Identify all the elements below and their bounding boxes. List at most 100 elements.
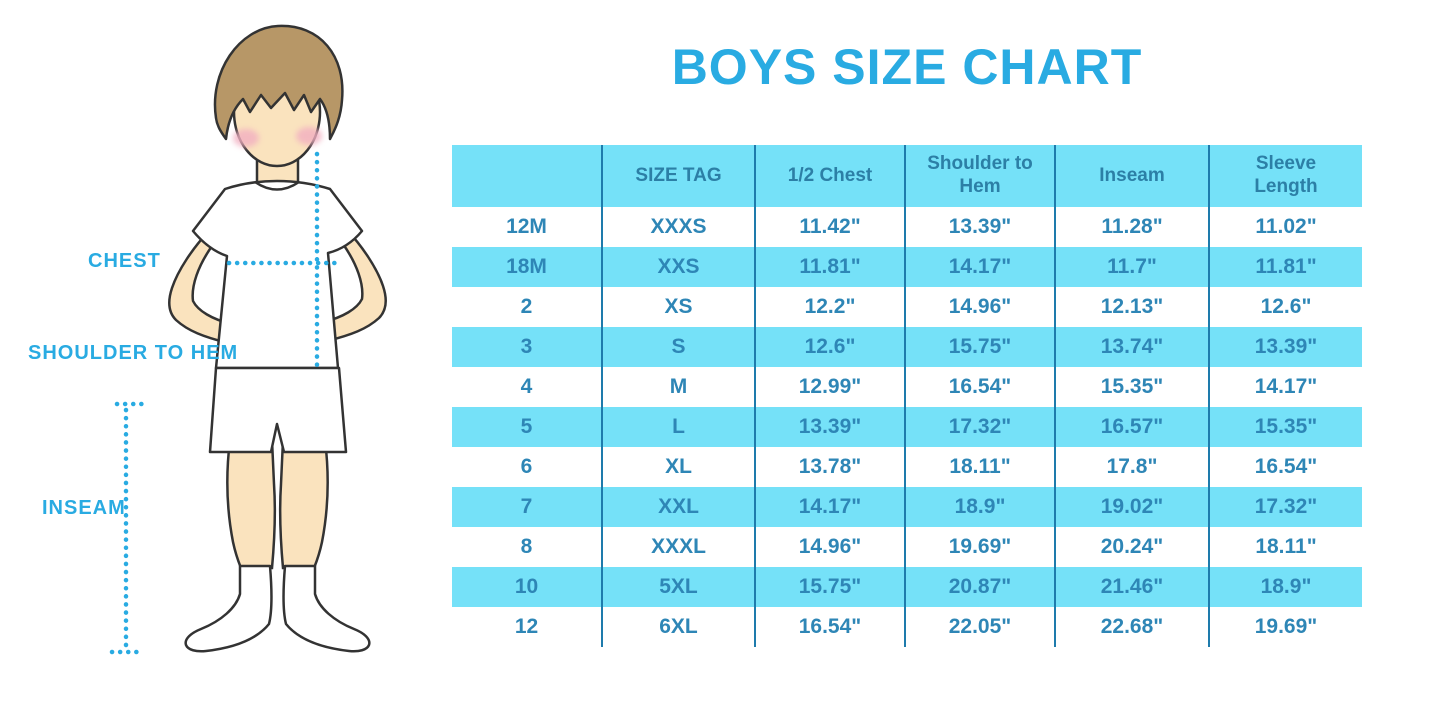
column-header bbox=[452, 145, 603, 207]
size-cell: 3 bbox=[452, 327, 603, 367]
value-cell: 18.9" bbox=[1260, 575, 1312, 598]
size-cell: 12 bbox=[452, 607, 603, 647]
boy-right-sock bbox=[282, 564, 371, 653]
value-cell: 15.35" bbox=[1254, 415, 1318, 438]
value-cell: 16.54" bbox=[755, 607, 906, 647]
boy-left-leg bbox=[226, 438, 277, 570]
value-cell: 16.54" bbox=[1254, 455, 1318, 478]
value-cell: 18.11" bbox=[905, 447, 1056, 487]
chest-label: CHEST bbox=[88, 250, 161, 272]
size-cell: 7 bbox=[452, 487, 603, 527]
value-cell: 11.42" bbox=[755, 207, 906, 247]
shoulder-to-hem-label: SHOULDER TO HEM bbox=[28, 342, 239, 364]
value-cell: 11.28" bbox=[1055, 207, 1210, 247]
value-cell: 17.32" bbox=[1254, 495, 1318, 518]
value-cell: 13.39" bbox=[1254, 335, 1318, 358]
value-cell: 12.6" bbox=[1260, 295, 1312, 318]
boy-left-arm bbox=[168, 230, 233, 345]
table-row: 7 XXL 14.17" 18.9" 19.02" 17.32" bbox=[452, 487, 1362, 527]
value-cell: 12.2" bbox=[755, 287, 906, 327]
size-table-header: SIZE TAG 1/2 Chest Shoulder to Hem Inseam Sl… bbox=[452, 145, 1362, 207]
boy-hair bbox=[213, 24, 344, 141]
value-cell: XXL bbox=[602, 487, 756, 527]
value-cell: 5XL bbox=[602, 567, 756, 607]
column-header: 1/2 Chest bbox=[755, 145, 906, 207]
value-cell: XL bbox=[602, 447, 756, 487]
value-cell: 11.7" bbox=[1055, 247, 1210, 287]
size-cell: 12M bbox=[452, 207, 603, 247]
value-cell: 20.24" bbox=[1055, 527, 1210, 567]
value-cell: 12.13" bbox=[1055, 287, 1210, 327]
size-cell: 10 bbox=[452, 567, 603, 607]
header-row: SIZE TAG 1/2 Chest Shoulder to Hem Inseam Sl… bbox=[452, 145, 1362, 207]
boy-left-sock bbox=[184, 564, 273, 653]
value-cell: 12.6" bbox=[755, 327, 906, 367]
value-cell: 13.39" bbox=[905, 207, 1056, 247]
value-cell: 19.02" bbox=[1055, 487, 1210, 527]
value-cell: 20.87" bbox=[905, 567, 1056, 607]
value-cell: 15.75" bbox=[905, 327, 1056, 367]
value-cell: S bbox=[602, 327, 756, 367]
boy-shorts bbox=[208, 366, 348, 454]
value-cell: 13.74" bbox=[1055, 327, 1210, 367]
value-cell: XS bbox=[602, 287, 756, 327]
table-row: 12M XXXS 11.42" 13.39" 11.28" 11.02" bbox=[452, 207, 1362, 247]
size-table: SIZE TAG 1/2 Chest Shoulder to Hem Inseam Sl… bbox=[452, 145, 1362, 647]
value-cell: 14.96" bbox=[905, 287, 1056, 327]
value-cell: 11.81" bbox=[1255, 255, 1317, 278]
value-cell: XXS bbox=[602, 247, 756, 287]
size-cell: 5 bbox=[452, 407, 603, 447]
value-cell: 11.02" bbox=[1255, 215, 1317, 238]
table-row: 5 L 13.39" 17.32" 16.57" 15.35" bbox=[452, 407, 1362, 447]
value-cell: XXXL bbox=[602, 527, 756, 567]
size-cell: 2 bbox=[452, 287, 603, 327]
value-cell: 19.69" bbox=[1254, 615, 1318, 638]
table-row: 12 6XL 16.54" 22.05" 22.68" 19.69" bbox=[452, 607, 1362, 647]
table-row: 18M XXS 11.81" 14.17" 11.7" 11.81" bbox=[452, 247, 1362, 287]
value-cell: 12.99" bbox=[755, 367, 906, 407]
value-cell: 13.39" bbox=[755, 407, 906, 447]
value-cell: L bbox=[602, 407, 756, 447]
value-cell: 6XL bbox=[602, 607, 756, 647]
value-cell: 13.78" bbox=[755, 447, 906, 487]
boy-left-cheek bbox=[233, 129, 259, 147]
boy-right-cheek bbox=[296, 127, 322, 145]
boy-right-leg bbox=[278, 438, 329, 570]
column-header: SIZE TAG bbox=[602, 145, 756, 207]
size-table-body: 12M XXXS 11.42" 13.39" 11.28" 11.02" 18M XXS 11.… bbox=[452, 207, 1362, 647]
value-cell: XXXS bbox=[602, 207, 756, 247]
value-cell: 15.35" bbox=[1055, 367, 1210, 407]
size-cell: 18M bbox=[452, 247, 603, 287]
column-header: Sleeve Length bbox=[1209, 145, 1362, 207]
column-header: Shoulder to Hem bbox=[905, 145, 1056, 207]
value-cell: 14.96" bbox=[755, 527, 906, 567]
size-cell: 8 bbox=[452, 527, 603, 567]
boy-illustration bbox=[109, 24, 387, 655]
table-row: 4 M 12.99" 16.54" 15.35" 14.17" bbox=[452, 367, 1362, 407]
boy-tshirt bbox=[191, 179, 364, 370]
size-cell: 4 bbox=[452, 367, 603, 407]
value-cell: 18.11" bbox=[1255, 535, 1317, 558]
table-row: 6 XL 13.78" 18.11" 17.8" 16.54" bbox=[452, 447, 1362, 487]
value-cell: 18.9" bbox=[905, 487, 1056, 527]
value-cell: 14.17" bbox=[905, 247, 1056, 287]
value-cell: 17.32" bbox=[905, 407, 1056, 447]
value-cell: 19.69" bbox=[905, 527, 1056, 567]
value-cell: 11.81" bbox=[755, 247, 906, 287]
value-cell: 14.17" bbox=[1254, 375, 1318, 398]
table-row: 2 XS 12.2" 14.96" 12.13" 12.6" bbox=[452, 287, 1362, 327]
table-row: 3 S 12.6" 15.75" 13.74" 13.39" bbox=[452, 327, 1362, 367]
inseam-label: INSEAM bbox=[42, 497, 126, 519]
value-cell: 17.8" bbox=[1055, 447, 1210, 487]
value-cell: 21.46" bbox=[1055, 567, 1210, 607]
value-cell: 16.57" bbox=[1055, 407, 1210, 447]
size-cell: 6 bbox=[452, 447, 603, 487]
value-cell: 14.17" bbox=[755, 487, 906, 527]
table-row: 8 XXXL 14.96" 19.69" 20.24" 18.11" bbox=[452, 527, 1362, 567]
value-cell: 22.68" bbox=[1055, 607, 1210, 647]
boy-right-arm bbox=[322, 228, 387, 343]
boy-tshirt-collar bbox=[254, 180, 300, 191]
column-header: Inseam bbox=[1055, 145, 1210, 207]
value-cell: 15.75" bbox=[755, 567, 906, 607]
